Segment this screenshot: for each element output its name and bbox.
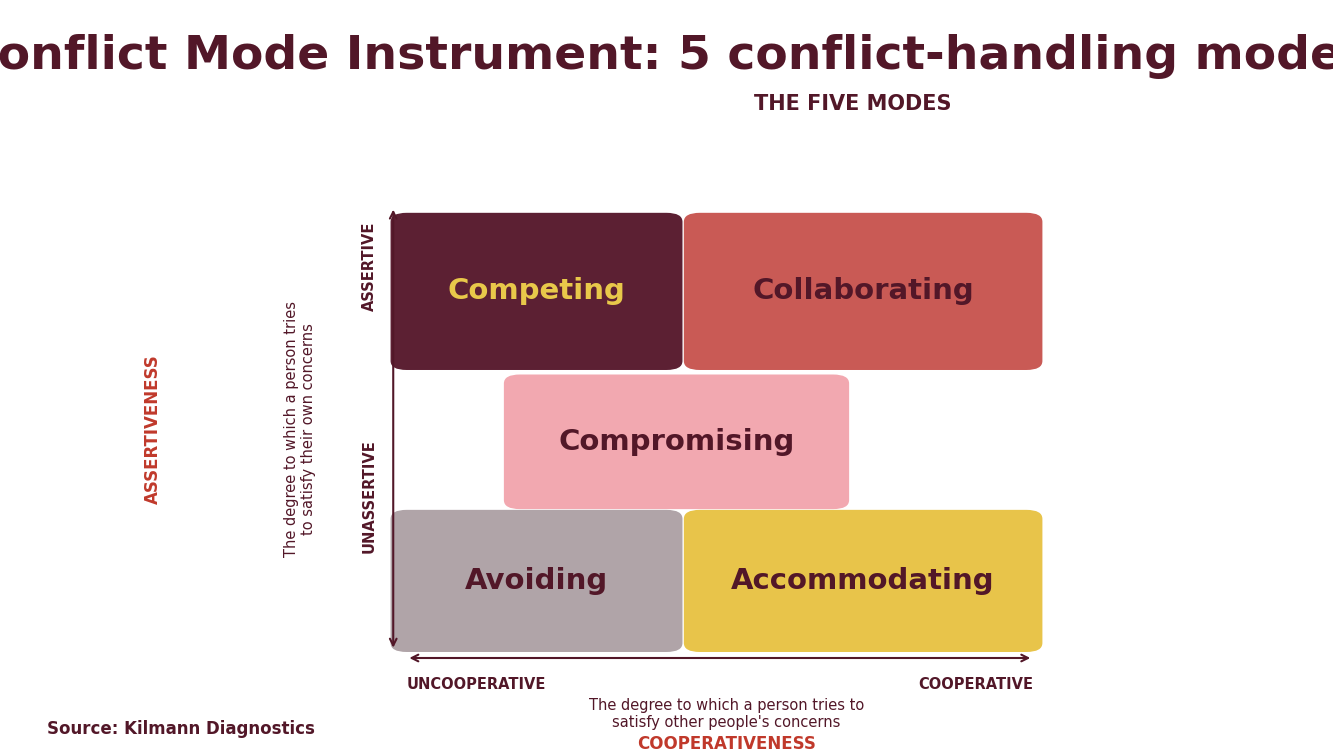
- FancyBboxPatch shape: [504, 374, 849, 509]
- Text: COOPERATIVENESS: COOPERATIVENESS: [637, 735, 816, 752]
- Text: UNASSERTIVE: UNASSERTIVE: [361, 439, 377, 553]
- Text: The degree to which a person tries to
satisfy other people's concerns: The degree to which a person tries to sa…: [589, 698, 864, 730]
- Text: THE FIVE MODES: THE FIVE MODES: [754, 94, 952, 114]
- FancyBboxPatch shape: [391, 510, 682, 652]
- Text: ASSERTIVENESS: ASSERTIVENESS: [144, 353, 163, 504]
- FancyBboxPatch shape: [684, 510, 1042, 652]
- Text: Source: Kilmann Diagnostics: Source: Kilmann Diagnostics: [47, 720, 315, 738]
- Text: Competing: Competing: [448, 277, 625, 305]
- Text: Conflict Mode Instrument: 5 conflict-handling modes: Conflict Mode Instrument: 5 conflict-han…: [0, 34, 1333, 79]
- FancyBboxPatch shape: [391, 213, 682, 370]
- Text: COOPERATIVE: COOPERATIVE: [918, 677, 1033, 692]
- FancyBboxPatch shape: [684, 213, 1042, 370]
- Text: Avoiding: Avoiding: [465, 567, 608, 595]
- Text: UNCOOPERATIVE: UNCOOPERATIVE: [407, 677, 547, 692]
- Text: Collaborating: Collaborating: [752, 277, 974, 305]
- Text: The degree to which a person tries
to satisfy their own concerns: The degree to which a person tries to sa…: [284, 301, 316, 556]
- Text: Compromising: Compromising: [559, 428, 794, 456]
- Text: ASSERTIVE: ASSERTIVE: [361, 222, 377, 311]
- Text: Accommodating: Accommodating: [732, 567, 994, 595]
